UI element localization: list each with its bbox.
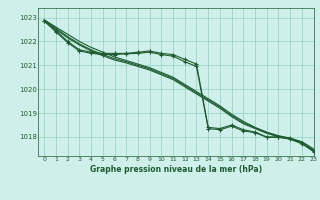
X-axis label: Graphe pression niveau de la mer (hPa): Graphe pression niveau de la mer (hPa): [90, 165, 262, 174]
